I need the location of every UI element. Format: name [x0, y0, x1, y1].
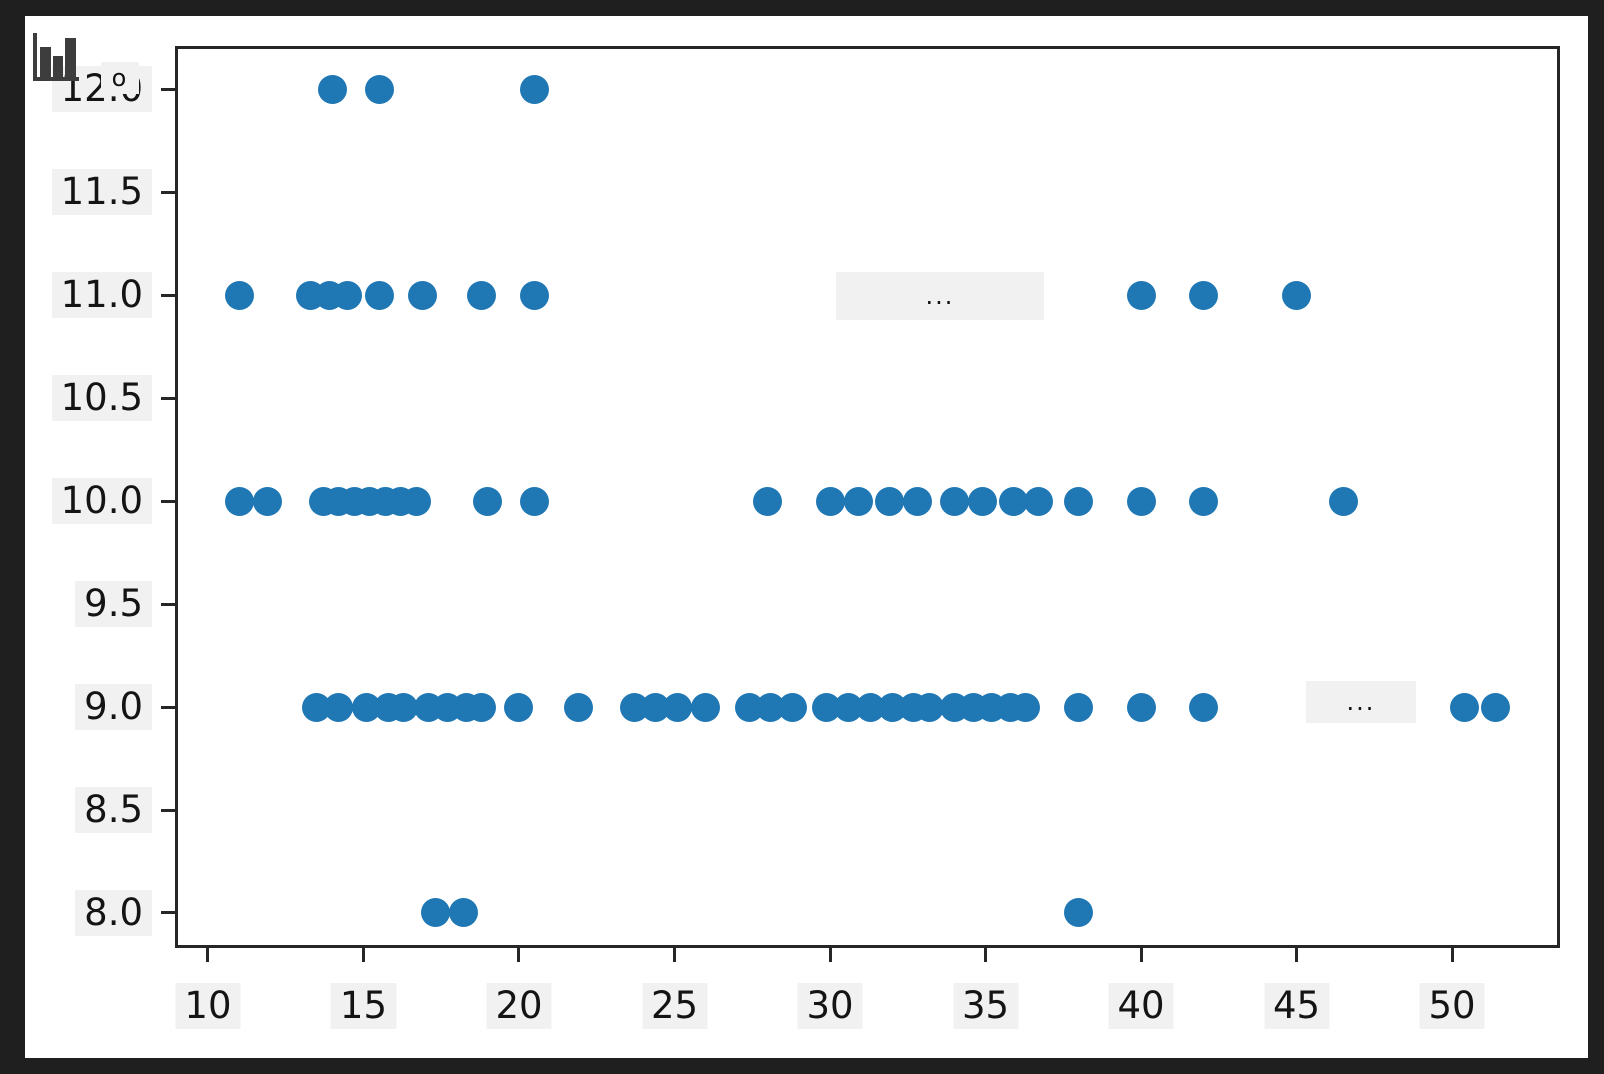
- y-tick: [161, 190, 176, 194]
- y-tick-label: 11.0: [51, 272, 152, 319]
- scatter-point: [333, 280, 363, 310]
- x-tick: [1139, 947, 1143, 962]
- scatter-point: [663, 692, 693, 722]
- scatter-point: [448, 898, 478, 928]
- y-tick-label: 10.0: [51, 478, 152, 525]
- scatter-point: [778, 692, 808, 722]
- scatter-point: [1126, 280, 1156, 310]
- scatter-point: [1023, 486, 1053, 516]
- x-tick-label: 35: [952, 983, 1019, 1029]
- scatter-point: [1064, 486, 1094, 516]
- y-tick: [161, 396, 176, 400]
- scatter-point: [1188, 486, 1218, 516]
- x-tick-label: 30: [797, 983, 863, 1029]
- scatter-point: [1188, 692, 1218, 722]
- scatter-point: [999, 486, 1029, 516]
- x-tick-label: 20: [486, 983, 552, 1029]
- scatter-point: [1011, 692, 1041, 722]
- scatter-point: [1126, 486, 1156, 516]
- scatter-point: [563, 692, 593, 722]
- x-tick: [517, 947, 521, 962]
- x-tick: [206, 947, 210, 962]
- y-tick: [161, 808, 176, 812]
- scatter-point: [1064, 692, 1094, 722]
- x-tick-label: 25: [641, 983, 708, 1029]
- x-tick: [828, 947, 832, 962]
- y-tick-label: 11.5: [51, 169, 152, 216]
- x-tick: [361, 947, 365, 962]
- scatter-point: [324, 692, 354, 722]
- x-tick: [1295, 947, 1299, 962]
- x-tick: [1450, 947, 1454, 962]
- ellipsis-overlay-1: ...: [836, 272, 1044, 320]
- y-tick: [161, 293, 176, 297]
- scatter-point: [915, 692, 945, 722]
- scatter-point: [467, 692, 497, 722]
- y-tick-label: 10.5: [51, 375, 152, 422]
- scatter-point: [691, 692, 721, 722]
- scatter-point: [420, 898, 450, 928]
- x-tick-label: 10: [175, 983, 241, 1029]
- scatter-point: [473, 486, 503, 516]
- scatter-point: [520, 486, 550, 516]
- y-tick: [161, 499, 176, 503]
- scatter-point: [317, 74, 347, 104]
- scatter-point: [1481, 692, 1511, 722]
- scatter-point: [520, 74, 550, 104]
- scatter-point: [252, 486, 282, 516]
- scatter-point: [389, 692, 419, 722]
- x-tick: [673, 947, 676, 962]
- scatter-point: [902, 486, 932, 516]
- x-tick-label: 45: [1264, 983, 1330, 1029]
- x-tick-label: 40: [1108, 983, 1174, 1029]
- scatter-point: [939, 486, 969, 516]
- scatter-point: [224, 280, 254, 310]
- scatter-point: [364, 74, 394, 104]
- scatter-point: [1282, 280, 1312, 310]
- scatter-point: [504, 692, 534, 722]
- scatter-point: [401, 486, 431, 516]
- scatter-point: [1450, 692, 1479, 722]
- scatter-point: [224, 486, 254, 516]
- x-tick-label: 50: [1419, 983, 1485, 1029]
- scatter-point: [520, 280, 550, 310]
- scatter-point: [1328, 486, 1358, 516]
- y-tick: [161, 87, 176, 91]
- scatter-point: [408, 280, 438, 310]
- y-tick: [161, 602, 176, 606]
- y-tick-label: 8.0: [75, 889, 152, 936]
- scatter-point: [1064, 898, 1094, 928]
- y-tick-label: 9.0: [75, 684, 152, 731]
- bar-chart-icon: [33, 33, 79, 81]
- ellipsis-overlay-2: ...: [1306, 681, 1416, 723]
- y-tick: [161, 705, 176, 709]
- scatter-point: [843, 486, 873, 516]
- x-tick-label: 15: [330, 983, 397, 1029]
- y-tick-label: 8.5: [75, 787, 152, 834]
- scatter-point: [467, 280, 497, 310]
- scatter-point: [874, 486, 904, 516]
- x-tick: [984, 947, 988, 962]
- scatter-point: [967, 486, 997, 516]
- y-tick: [161, 911, 176, 915]
- ocr-overlay-o: o: [101, 62, 139, 94]
- scatter-point: [753, 486, 783, 516]
- scatter-point: [364, 280, 394, 310]
- y-tick-label: 9.5: [75, 581, 152, 628]
- scatter-point: [815, 486, 845, 516]
- scatter-point: [1188, 280, 1218, 310]
- scatter-point: [1126, 692, 1156, 722]
